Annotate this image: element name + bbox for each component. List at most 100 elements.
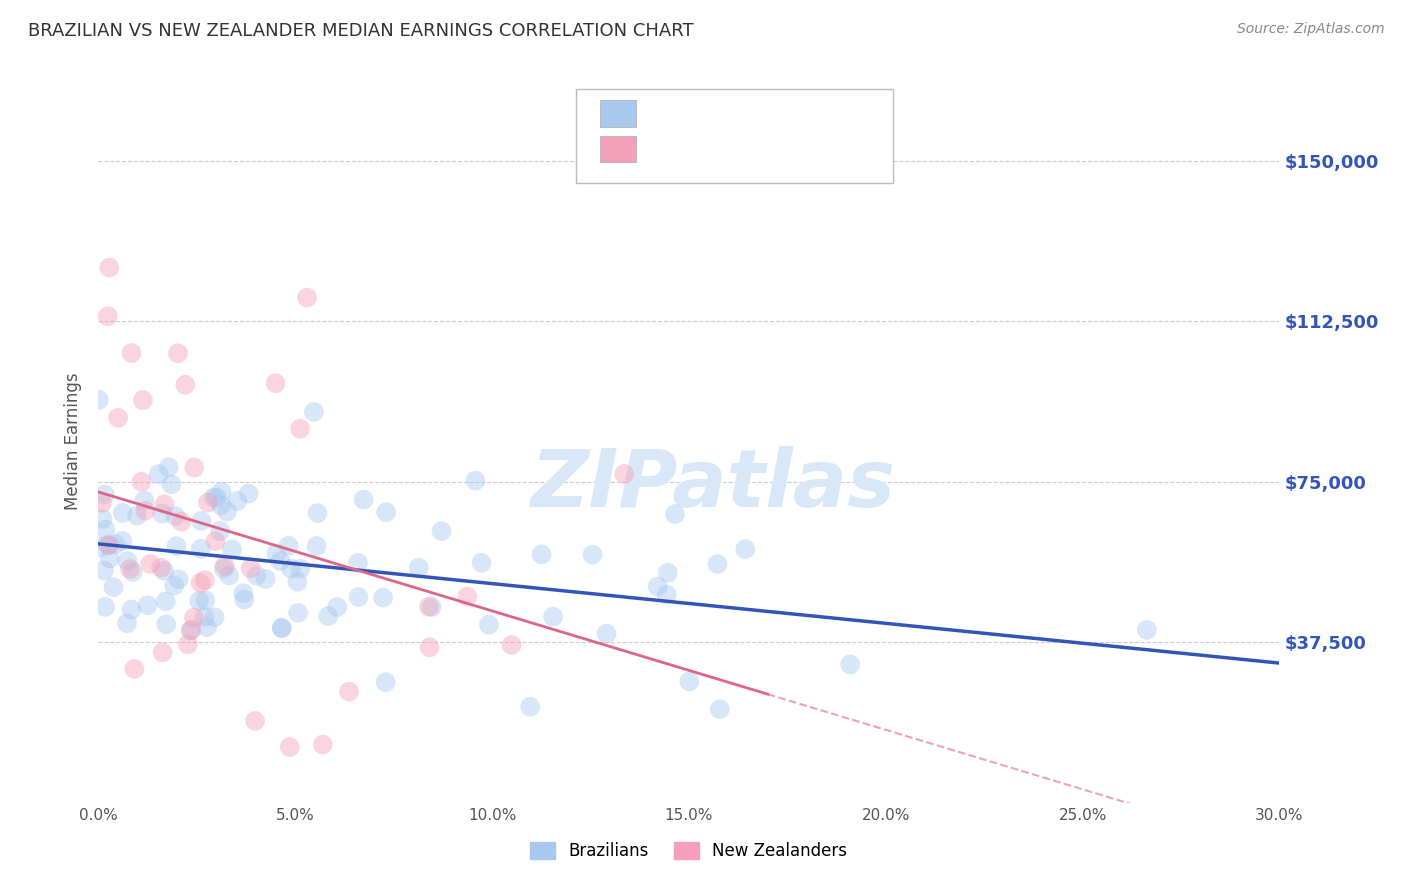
Point [519,699,541,714]
Point [375,505,398,519]
Point [408,561,430,575]
Point [233,592,256,607]
Point [148,467,170,481]
Point [153,564,176,578]
Point [97,310,120,324]
Point [541,609,564,624]
Point [270,621,292,635]
Point [160,477,183,491]
Point [418,599,440,614]
Point [183,460,205,475]
Point [153,497,176,511]
Text: R =: R = [650,104,689,122]
Point [188,594,211,608]
Point [245,568,267,582]
Point [166,539,188,553]
Point [139,557,162,571]
Point [478,617,501,632]
Point [120,602,142,616]
Point [98,551,121,566]
Point [94,523,117,537]
Point [163,578,186,592]
Point [150,561,173,575]
Point [839,657,862,672]
Text: N =: N = [769,140,808,158]
Point [312,738,335,752]
Point [307,506,329,520]
Text: R =: R = [650,140,689,158]
Point [456,590,478,604]
Point [125,508,148,523]
Point [326,600,349,615]
Point [180,623,202,637]
Point [287,574,309,589]
Point [287,606,309,620]
Point [595,626,617,640]
Point [97,538,120,552]
Point [305,539,328,553]
Point [221,542,243,557]
Point [104,537,127,551]
Point [111,506,134,520]
Point [374,675,396,690]
Text: N =: N = [769,104,808,122]
Point [278,740,301,755]
Point [177,637,200,651]
Point [194,593,217,607]
Legend: Brazilians, New Zealanders: Brazilians, New Zealanders [524,835,853,867]
Point [254,572,277,586]
Point [103,580,125,594]
Point [337,684,360,698]
Text: -0.320: -0.320 [692,140,756,158]
Point [87,392,110,407]
Point [155,594,177,608]
Point [134,504,156,518]
Point [232,586,254,600]
Text: BRAZILIAN VS NEW ZEALANDER MEDIAN EARNINGS CORRELATION CHART: BRAZILIAN VS NEW ZEALANDER MEDIAN EARNIN… [28,22,693,40]
Point [530,547,553,561]
Point [180,624,202,638]
Point [295,291,318,305]
Point [150,507,173,521]
Point [190,514,212,528]
Point [134,493,156,508]
Point [290,561,312,575]
Point [194,573,217,587]
Point [117,554,139,568]
Point [420,599,443,614]
Point [347,556,370,570]
Point [98,260,121,275]
Point [239,561,262,575]
Point [316,609,339,624]
Point [91,512,114,526]
Point [211,484,233,499]
Point [664,507,686,521]
Point [93,564,115,578]
Point [302,405,325,419]
Point [195,620,218,634]
Point [155,617,177,632]
Text: 95: 95 [808,104,834,122]
Point [734,542,756,557]
Point [212,561,235,575]
Point [647,580,669,594]
Point [581,548,603,562]
Point [706,557,728,571]
Point [97,538,120,552]
Point [613,467,636,481]
Point [183,610,205,624]
Point [170,515,193,529]
Point [111,533,134,548]
Point [264,376,287,391]
Point [655,588,678,602]
Point [122,565,145,579]
Point [204,610,226,624]
Point [470,556,492,570]
Point [157,460,180,475]
Point [678,674,700,689]
Point [430,524,453,538]
Point [269,554,291,568]
Point [90,496,112,510]
Point [214,558,236,573]
Point [371,591,394,605]
